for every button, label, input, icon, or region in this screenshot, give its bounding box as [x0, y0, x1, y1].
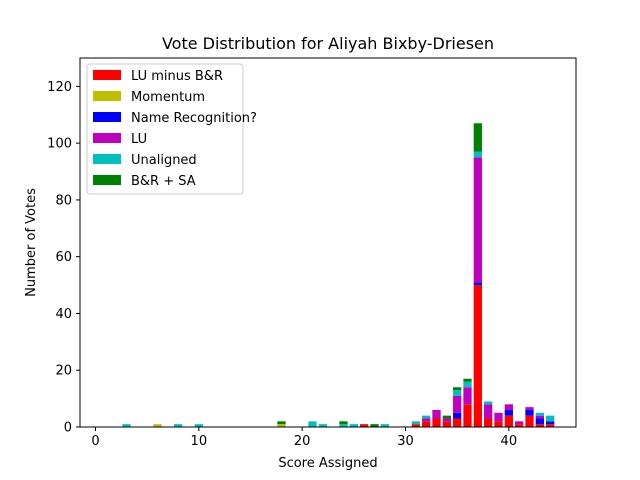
- chart-title: Vote Distribution for Aliyah Bixby-Dries…: [162, 34, 494, 53]
- y-tick-label: 80: [55, 193, 72, 208]
- y-tick-label: 0: [64, 421, 72, 436]
- x-axis-ticks: 0 10 20 30 40: [91, 427, 517, 449]
- bar-4-38: [484, 401, 493, 405]
- bar-4-43: [535, 412, 544, 416]
- bars-layer: [122, 123, 555, 427]
- bar-4-10: [194, 424, 203, 427]
- bar-5-34: [442, 415, 451, 419]
- bar-3-34: [442, 418, 451, 422]
- bar-0-44: [546, 424, 555, 427]
- bar-0-38: [484, 418, 493, 427]
- y-tick-label: 20: [55, 364, 72, 379]
- bar-1-6: [153, 424, 162, 427]
- bar-3-37: [473, 157, 482, 283]
- bar-5-24: [339, 421, 348, 425]
- x-tick-label: 30: [397, 434, 414, 449]
- bar-0-41: [515, 424, 524, 427]
- legend-label: B&R + SA: [131, 174, 196, 189]
- bar-3-40: [504, 404, 513, 410]
- bar-4-24: [339, 424, 348, 427]
- bar-4-44: [546, 415, 555, 422]
- bar-4-37: [473, 151, 482, 158]
- bar-0-31: [411, 424, 420, 427]
- legend-label: Unaligned: [131, 153, 197, 168]
- x-tick-label: 10: [191, 434, 208, 449]
- x-axis-label: Score Assigned: [278, 456, 377, 471]
- bar-4-3: [122, 424, 131, 427]
- bar-0-39: [494, 421, 503, 427]
- bar-2-43: [535, 418, 544, 425]
- bar-5-36: [463, 378, 472, 382]
- y-tick-label: 60: [55, 250, 72, 265]
- bar-3-38: [484, 404, 493, 419]
- bar-5-35: [453, 387, 462, 391]
- legend: LU minus B&R Momentum Name Recognition? LU U…: [86, 63, 257, 195]
- legend-label: Momentum: [131, 90, 205, 105]
- bar-4-31: [411, 421, 420, 425]
- bar-3-43: [535, 415, 544, 419]
- y-tick-label: 100: [47, 137, 72, 152]
- bar-0-32: [422, 421, 431, 427]
- bar-3-33: [432, 409, 441, 419]
- legend-swatch: [93, 133, 121, 143]
- bar-3-35: [453, 395, 462, 413]
- legend-swatch: [93, 112, 121, 122]
- bar-2-37: [473, 282, 482, 286]
- bar-0-35: [453, 418, 462, 427]
- bar-5-37: [473, 123, 482, 152]
- bar-2-44: [546, 421, 555, 425]
- bar-3-42: [525, 407, 534, 410]
- bar-5-27: [370, 424, 379, 427]
- bar-4-22: [318, 424, 327, 427]
- bar-0-40: [504, 415, 513, 427]
- legend-swatch: [93, 154, 121, 164]
- bar-5-18: [277, 421, 286, 425]
- legend-label: LU: [131, 132, 147, 147]
- bar-0-33: [432, 418, 441, 427]
- bar-0-36: [463, 404, 472, 427]
- legend-box: [86, 63, 244, 195]
- bar-4-35: [453, 390, 462, 396]
- legend-swatch: [93, 70, 121, 80]
- bar-4-36: [463, 381, 472, 388]
- bar-2-35: [453, 412, 462, 419]
- bar-0-26: [360, 424, 369, 427]
- bar-2-42: [525, 409, 534, 416]
- bar-4-8: [174, 424, 183, 427]
- y-axis-ticks: 0 20 40 60 80 100 120: [47, 80, 80, 436]
- bar-3-32: [422, 418, 431, 422]
- bar-2-40: [504, 409, 513, 416]
- legend-label: LU minus B&R: [131, 69, 223, 84]
- bar-3-39: [494, 412, 503, 422]
- y-tick-label: 120: [47, 80, 72, 95]
- legend-label: Name Recognition?: [131, 111, 257, 126]
- bar-0-43: [535, 424, 544, 427]
- bar-0-42: [525, 415, 534, 427]
- bar-4-28: [380, 424, 389, 427]
- bar-3-41: [515, 421, 524, 425]
- legend-swatch: [93, 91, 121, 101]
- bar-0-34: [442, 421, 451, 427]
- bar-1-18: [277, 424, 286, 427]
- bar-4-32: [422, 415, 431, 419]
- bar-3-36: [463, 387, 472, 405]
- bar-0-37: [473, 285, 482, 427]
- plot-frame: [79, 57, 577, 428]
- y-tick-label: 40: [55, 307, 72, 322]
- x-tick-label: 40: [501, 434, 518, 449]
- y-axis-label: Number of Votes: [24, 188, 39, 297]
- bar-4-21: [308, 421, 317, 427]
- x-tick-label: 0: [91, 434, 99, 449]
- legend-swatch: [93, 175, 121, 185]
- x-tick-label: 20: [294, 434, 311, 449]
- bar-4-25: [349, 424, 358, 427]
